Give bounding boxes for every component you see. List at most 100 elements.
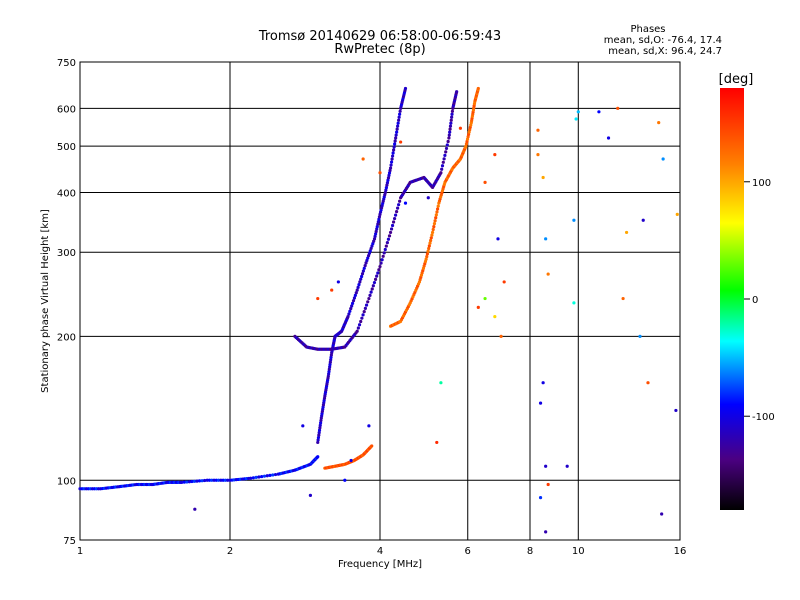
scatter-point: [646, 381, 650, 385]
trace-point: [396, 124, 400, 128]
trace-point: [395, 127, 399, 131]
scatter-point: [661, 157, 665, 161]
trace-point: [362, 266, 366, 270]
y-tick-label: 100: [57, 476, 76, 487]
trace-point: [375, 274, 379, 278]
trace-point: [353, 293, 357, 297]
trace-point: [349, 307, 353, 311]
trace-point: [214, 478, 218, 482]
trace-point: [192, 479, 197, 483]
scatter-point: [675, 212, 679, 216]
trace-point: [351, 299, 356, 303]
trace-point: [441, 160, 445, 164]
colorbar-label: [deg]: [719, 72, 754, 87]
trace-point: [434, 213, 438, 217]
trace-point: [187, 480, 191, 484]
trace-point: [316, 438, 320, 442]
x-tick-label: 16: [674, 546, 687, 557]
trace-point: [346, 315, 350, 319]
trace-point: [433, 219, 437, 223]
trace-point: [447, 136, 451, 140]
trace-point: [375, 227, 379, 231]
trace-point: [360, 274, 364, 279]
trace-point: [329, 358, 333, 362]
trace-point: [385, 241, 389, 245]
trace-point: [424, 257, 428, 261]
scatter-point: [193, 507, 197, 511]
trace-point: [449, 121, 453, 125]
trace-point: [389, 227, 394, 231]
trace-point: [444, 146, 449, 151]
trace-point: [383, 247, 387, 252]
trace-point: [398, 112, 402, 116]
trace-point: [205, 478, 209, 482]
trace-point: [455, 90, 459, 94]
trace-point: [372, 237, 377, 241]
trace-point: [317, 433, 321, 437]
trace-point: [431, 227, 435, 232]
stats-heading: Phases: [630, 24, 665, 35]
trace-point: [368, 249, 372, 253]
trace-point: [394, 210, 399, 214]
scatter-point: [426, 196, 430, 200]
scatter-point: [403, 201, 408, 205]
y-tick-label: 500: [57, 142, 76, 153]
scatter-point: [496, 237, 500, 241]
trace-point: [403, 86, 408, 91]
trace-point: [389, 160, 394, 164]
trace-point: [328, 362, 332, 367]
scatter-point: [367, 424, 371, 428]
trace-point: [348, 309, 352, 313]
trace-point: [190, 479, 194, 484]
x-tick-label: 10: [572, 546, 585, 557]
y-tick-label: 400: [57, 188, 76, 199]
scatter-point: [399, 140, 403, 144]
trace-point: [430, 233, 434, 237]
trace-point: [372, 239, 376, 243]
trace-point: [371, 284, 375, 288]
trace-point: [356, 285, 360, 289]
scatter-point: [574, 117, 578, 121]
trace-point: [393, 142, 397, 146]
trace-point: [363, 263, 367, 268]
trace-point: [390, 157, 394, 161]
trace-point: [391, 151, 395, 155]
trace-point: [377, 268, 381, 272]
trace-point: [385, 183, 389, 187]
scatter-point: [316, 296, 320, 301]
scatter-point: [536, 128, 540, 132]
trace-point: [360, 316, 364, 320]
y-tick-label: 300: [57, 248, 76, 259]
trace-point: [389, 163, 393, 167]
trace-point: [387, 234, 392, 238]
trace-point: [329, 353, 333, 357]
trace-point: [357, 283, 361, 287]
trace-point: [357, 323, 362, 327]
trace-point: [387, 171, 392, 175]
colorbar-tick-label: -100: [752, 412, 775, 423]
trace-point: [440, 167, 444, 171]
scatter-point: [621, 296, 625, 301]
y-tick-label: 600: [57, 104, 76, 115]
trace-point: [439, 171, 443, 175]
trace-point: [268, 473, 272, 477]
scatter-point: [336, 280, 340, 284]
trace-point: [398, 199, 402, 203]
scatter-point: [493, 315, 497, 319]
trace-point: [318, 426, 322, 430]
trace-point: [450, 115, 454, 119]
trace-point: [394, 136, 398, 140]
trace-point: [386, 178, 390, 182]
scatter-point: [657, 121, 661, 125]
trace-point: [388, 230, 393, 235]
scatter-point: [330, 288, 334, 292]
trace-point: [366, 254, 371, 258]
trace-point: [216, 478, 221, 482]
trace-point: [450, 112, 454, 116]
trace-point: [384, 244, 388, 248]
trace-point: [432, 224, 436, 229]
trace-point: [254, 475, 258, 479]
trace-point: [327, 372, 331, 376]
trace-point: [195, 479, 199, 483]
trace-point: [370, 287, 374, 291]
